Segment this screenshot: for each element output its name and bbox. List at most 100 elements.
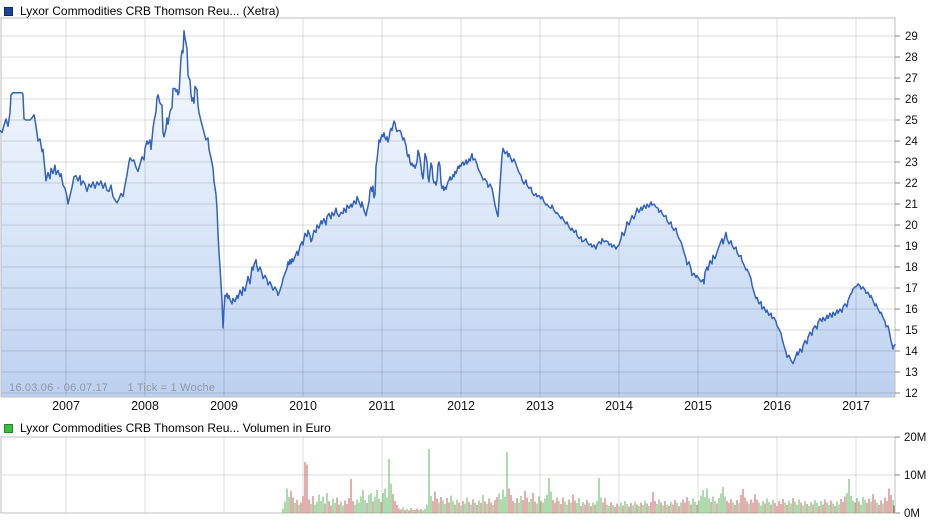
volume-bar xyxy=(340,501,342,513)
x-axis-label: 2011 xyxy=(369,399,396,413)
volume-bar xyxy=(486,503,488,513)
volume-bar xyxy=(766,498,768,513)
volume-bar xyxy=(893,505,895,513)
volume-bar xyxy=(884,497,886,513)
period-range: 16.03.06 - 06.07.17 xyxy=(9,382,109,394)
volume-bar xyxy=(362,489,364,513)
volume-bar xyxy=(854,502,856,513)
volume-bar xyxy=(698,500,700,513)
volume-bar xyxy=(774,503,776,513)
volume-bar xyxy=(852,500,854,513)
volume-bar xyxy=(418,509,420,513)
volume-bar xyxy=(742,489,744,513)
volume-bar xyxy=(722,487,724,513)
volume-chart-legend: Lyxor Commodities CRB Thomson Reu... Vol… xyxy=(4,421,331,435)
volume-bar xyxy=(794,501,796,513)
volume-bar xyxy=(856,498,858,513)
volume-bar xyxy=(398,508,400,513)
volume-bar xyxy=(494,500,496,513)
volume-axis-label: 10M xyxy=(904,470,926,482)
volume-axis-label: 20M xyxy=(904,432,926,444)
volume-bar xyxy=(734,505,736,513)
volume-bar xyxy=(326,492,328,513)
volume-bar xyxy=(798,499,800,513)
volume-bar xyxy=(682,499,684,513)
x-axis-label: 2014 xyxy=(605,399,633,413)
volume-bar xyxy=(724,496,726,513)
volume-bar xyxy=(582,501,584,513)
price-axis-label: 26 xyxy=(905,94,918,106)
volume-bar xyxy=(424,508,426,513)
volume-bar xyxy=(306,464,308,513)
volume-bar xyxy=(790,503,792,513)
volume-bar xyxy=(420,509,422,513)
volume-bar xyxy=(294,503,296,513)
volume-bar xyxy=(482,495,484,513)
volume-bar xyxy=(796,504,798,513)
volume-bar xyxy=(458,502,460,513)
price-axis-label: 28 xyxy=(905,52,918,64)
volume-bar xyxy=(562,497,564,513)
volume-bar xyxy=(848,478,850,513)
volume-bar xyxy=(502,489,504,513)
volume-bar xyxy=(506,451,508,513)
volume-bar xyxy=(744,497,746,513)
volume-bar xyxy=(544,498,546,513)
volume-bar xyxy=(322,496,324,513)
volume-bar xyxy=(302,495,304,513)
volume-bar xyxy=(390,483,392,513)
volume-bar xyxy=(388,459,390,513)
volume-bar xyxy=(804,500,806,513)
volume-bar xyxy=(812,504,814,513)
volume-bar xyxy=(396,505,398,513)
volume-bar xyxy=(684,502,686,513)
volume-bar xyxy=(368,494,370,513)
volume-bar xyxy=(784,502,786,513)
volume-bar xyxy=(696,505,698,513)
volume-bar xyxy=(626,503,628,513)
volume-bar xyxy=(474,502,476,513)
volume-bar xyxy=(608,506,610,513)
volume-bar xyxy=(548,478,550,513)
volume-bar xyxy=(844,496,846,513)
volume-bar xyxy=(748,503,750,513)
volume-bar xyxy=(762,500,764,513)
volume-bar xyxy=(370,492,372,513)
volume-bar xyxy=(358,502,360,513)
volume-bar xyxy=(314,504,316,513)
volume-bar xyxy=(736,500,738,513)
volume-bar xyxy=(866,503,868,513)
volume-bar xyxy=(452,501,454,513)
volume-bar xyxy=(284,501,286,513)
volume-bar xyxy=(380,501,382,513)
volume-axis-label: 0M xyxy=(904,508,920,520)
volume-bar xyxy=(670,501,672,513)
volume-bar xyxy=(610,501,612,513)
volume-bar xyxy=(782,498,784,513)
volume-bar xyxy=(566,504,568,513)
volume-bar xyxy=(514,503,516,513)
volume-bar xyxy=(512,500,514,513)
volume-bar xyxy=(594,504,596,513)
volume-bar xyxy=(484,501,486,513)
volume-bar xyxy=(860,504,862,513)
volume-chart-title: Lyxor Commodities CRB Thomson Reu... Vol… xyxy=(20,421,331,435)
volume-bar xyxy=(616,503,618,513)
volume-bar xyxy=(664,501,666,513)
volume-bar xyxy=(356,499,358,513)
volume-bar xyxy=(708,498,710,513)
volume-bar xyxy=(882,503,884,513)
volume-bar xyxy=(402,507,404,513)
price-line xyxy=(0,30,896,365)
volume-bar xyxy=(374,496,376,513)
volume-bar xyxy=(464,503,466,513)
volume-bar xyxy=(740,494,742,513)
price-axis-label: 18 xyxy=(905,262,918,274)
volume-bar xyxy=(532,493,534,513)
volume-bar xyxy=(692,498,694,513)
price-axis-label: 21 xyxy=(905,199,918,211)
volume-bar xyxy=(592,502,594,513)
volume-bar xyxy=(622,505,624,513)
price-axis-label: 13 xyxy=(905,367,918,379)
